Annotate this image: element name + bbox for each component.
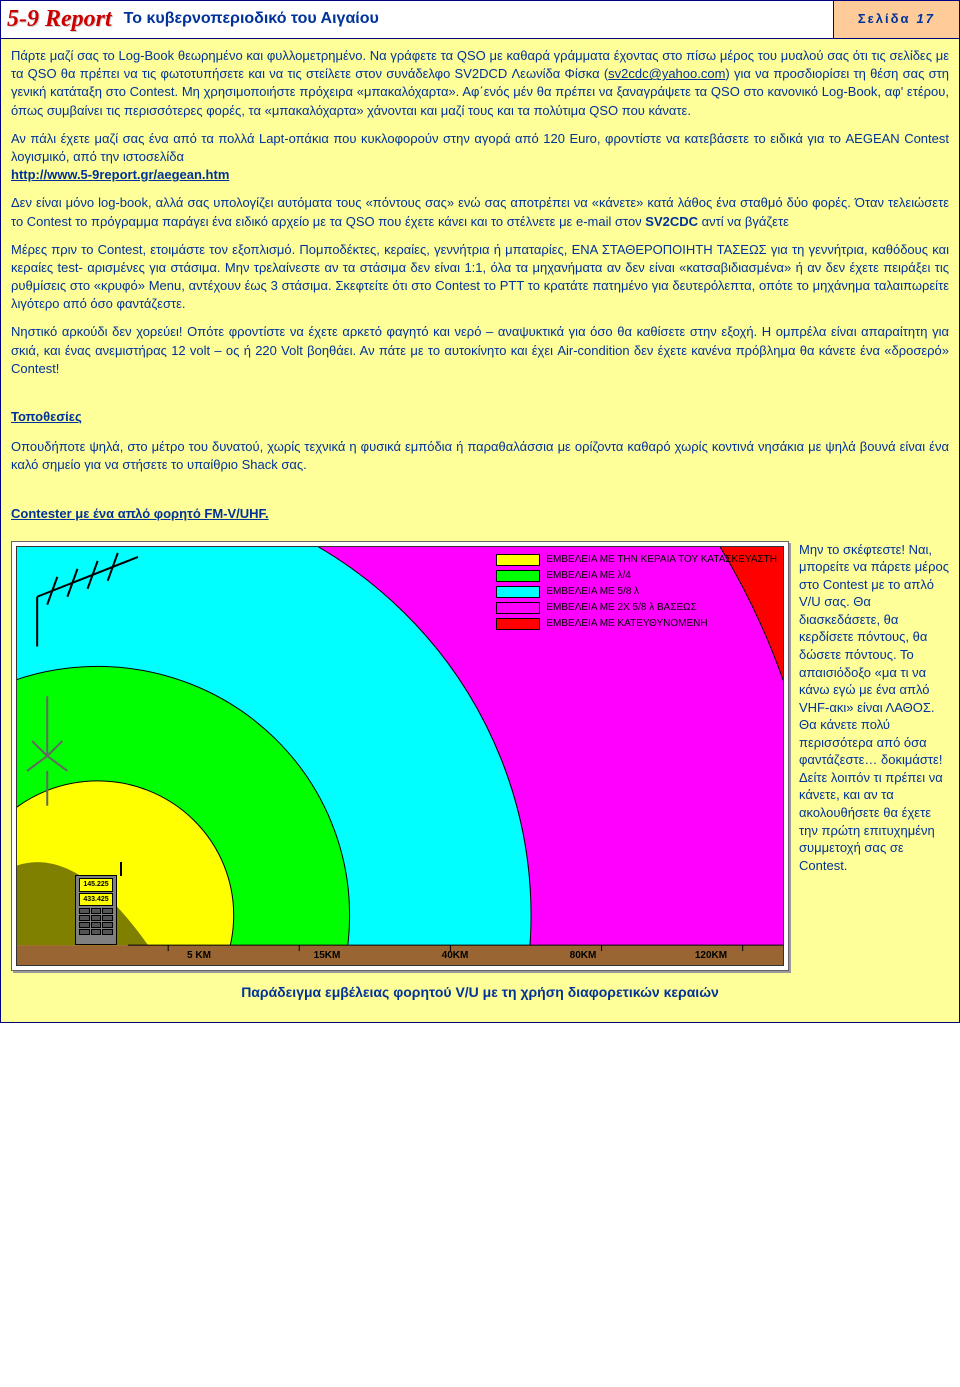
website-link[interactable]: http://www.5-9report.gr/aegean.htm (11, 167, 229, 182)
legend-label: ΕΜΒΕΛΕΙΑ ΜΕ λ/4 (546, 569, 630, 583)
legend-swatch (496, 586, 540, 598)
page-frame: 5-9 Report Το κυβερνοπεριοδικό του Αιγαί… (0, 0, 960, 1023)
page-number: 17 (917, 10, 935, 28)
legend-row: ΕΜΒΕΛΕΙΑ ΜΕ λ/4 (496, 569, 777, 583)
paragraph-5: Νηστικό αρκούδι δεν χορεύει! Οπότε φροντ… (11, 323, 949, 378)
figure-caption: Παράδειγμα εμβέλειας φορητού V/U με τη χ… (241, 984, 719, 1000)
legend-row: ΕΜΒΕΛΕΙΑ ΜΕ 2Χ 5/8 λ ΒΑΣΕΩΣ (496, 601, 777, 615)
range-chart: ΕΜΒΕΛΕΙΑ ΜΕ ΤΗΝ ΚΕΡΑΙΑ ΤΟΥ ΚΑΤΑΣΚΕΥΑΣΤΗ Ε… (16, 546, 784, 966)
handheld-radio-icon: 145.225 433.425 (75, 875, 115, 945)
x-tick-label: 120KM (647, 949, 775, 963)
x-tick-label: 5 KM (135, 949, 263, 963)
figure-side-text: Μην το σκέφτεστε! Ναι, μπορείτε να πάρετ… (799, 541, 949, 971)
callsign-bold: SV2CDC (645, 214, 698, 229)
paragraph-6: Οπουδήποτε ψηλά, στο μέτρο του δυνατού, … (11, 438, 949, 474)
legend-swatch (496, 554, 540, 566)
x-tick-label: 40KM (391, 949, 519, 963)
radio-freq-vhf: 145.225 (79, 878, 113, 892)
chart-legend: ΕΜΒΕΛΕΙΑ ΜΕ ΤΗΝ ΚΕΡΑΙΑ ΤΟΥ ΚΑΤΑΣΚΕΥΑΣΤΗ Ε… (496, 553, 777, 633)
section-heading-locations: Τοποθεσίες (11, 408, 82, 426)
x-tick-label: 80KM (519, 949, 647, 963)
paragraph-2: Αν πάλι έχετε μαζί σας ένα από τα πολλά … (11, 130, 949, 185)
section-heading-contester: Contester με ένα απλό φορητό FM-V/UHF. (11, 505, 269, 523)
email-link[interactable]: sv2cdc@yahoo.com (608, 66, 725, 81)
figure-caption-bar: Παράδειγμα εμβέλειας φορητού V/U με τη χ… (11, 971, 949, 1013)
radio-freq-uhf: 433.425 (79, 893, 113, 907)
legend-label: ΕΜΒΕΛΕΙΑ ΜΕ ΤΗΝ ΚΕΡΑΙΑ ΤΟΥ ΚΑΤΑΣΚΕΥΑΣΤΗ (546, 553, 777, 567)
legend-label: ΕΜΒΕΛΕΙΑ ΜΕ ΚΑΤΕΥΘΥΝΟΜΕΝΗ (546, 617, 707, 631)
paragraph-1: Πάρτε μαζί σας το Log-Book θεωρημένο και… (11, 47, 949, 120)
x-axis-labels: 5 KM15KM40KM80KM120KM (17, 949, 783, 963)
legend-row: ΕΜΒΕΛΕΙΑ ΜΕ ΚΑΤΕΥΘΥΝΟΜΕΝΗ (496, 617, 777, 631)
chart-frame: ΕΜΒΕΛΕΙΑ ΜΕ ΤΗΝ ΚΕΡΑΙΑ ΤΟΥ ΚΑΤΑΣΚΕΥΑΣΤΗ Ε… (11, 541, 789, 971)
legend-swatch (496, 618, 540, 630)
x-tick-label (25, 949, 135, 963)
text: αντί να βγάζετε (698, 214, 789, 229)
magazine-subtitle: Το κυβερνοπεριοδικό του Αιγαίου (120, 8, 833, 30)
legend-label: ΕΜΒΕΛΕΙΑ ΜΕ 2Χ 5/8 λ ΒΑΣΕΩΣ (546, 601, 696, 615)
legend-row: ΕΜΒΕΛΕΙΑ ΜΕ 5/8 λ (496, 585, 777, 599)
text: Δεν είναι μόνο log-book, αλλά σας υπολογ… (11, 195, 949, 228)
legend-row: ΕΜΒΕΛΕΙΑ ΜΕ ΤΗΝ ΚΕΡΑΙΑ ΤΟΥ ΚΑΤΑΣΚΕΥΑΣΤΗ (496, 553, 777, 567)
brand-title: 5-9 Report (1, 1, 120, 39)
content-area: Πάρτε μαζί σας το Log-Book θεωρημένο και… (1, 39, 959, 1022)
page-number-box: Σελίδα 17 (833, 1, 959, 38)
text: Αν πάλι έχετε μαζί σας ένα από τα πολλά … (11, 131, 949, 164)
x-tick-label: 15KM (263, 949, 391, 963)
legend-swatch (496, 570, 540, 582)
legend-swatch (496, 602, 540, 614)
paragraph-4: Μέρες πριν το Contest, ετοιμάστε τον εξο… (11, 241, 949, 314)
figure-row: ΕΜΒΕΛΕΙΑ ΜΕ ΤΗΝ ΚΕΡΑΙΑ ΤΟΥ ΚΑΤΑΣΚΕΥΑΣΤΗ Ε… (11, 541, 949, 971)
legend-label: ΕΜΒΕΛΕΙΑ ΜΕ 5/8 λ (546, 585, 639, 599)
paragraph-3: Δεν είναι μόνο log-book, αλλά σας υπολογ… (11, 194, 949, 230)
page-header: 5-9 Report Το κυβερνοπεριοδικό του Αιγαί… (1, 1, 959, 39)
page-label: Σελίδα (858, 10, 911, 28)
